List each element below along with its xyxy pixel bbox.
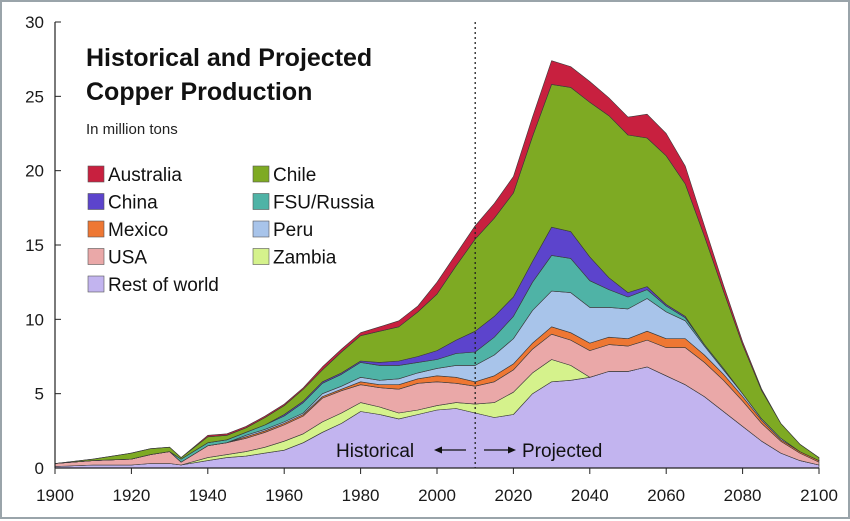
y-tick-label: 0 (35, 459, 44, 478)
chart-subtitle: In million tons (86, 121, 178, 138)
legend-item-zambia: Zambia (252, 248, 337, 269)
legend-swatch (252, 165, 270, 183)
area-australia (54, 60, 820, 464)
legend-item-fsu-russia: FSU/Russia (252, 193, 375, 214)
legend: Australia China Mexico USA Rest of world Chil… (87, 165, 375, 296)
x-tick-label: 2020 (494, 486, 532, 505)
x-tick-label: 1900 (36, 486, 74, 505)
legend-swatch (87, 165, 105, 183)
y-tick-label: 30 (25, 13, 44, 32)
stacked-areas (54, 60, 820, 469)
legend-label: Rest of world (108, 275, 219, 296)
y-tick-label: 20 (25, 162, 44, 181)
y-tick-label: 5 (35, 385, 44, 404)
x-tick-label: 2040 (571, 486, 609, 505)
legend-label: Australia (108, 165, 182, 186)
legend-item-peru: Peru (252, 220, 313, 241)
legend-label: Mexico (108, 220, 168, 241)
axes (54, 21, 820, 474)
projected-label: Projected (522, 441, 602, 462)
x-tick-label: 2000 (418, 486, 456, 505)
legend-item-mexico: Mexico (87, 220, 168, 241)
y-tick-label: 25 (25, 87, 44, 106)
legend-swatch (252, 193, 270, 210)
legend-item-chile: Chile (252, 165, 316, 186)
historical-label: Historical (336, 441, 414, 462)
legend-swatch (252, 248, 270, 265)
x-tick-label: 2100 (800, 486, 838, 505)
legend-swatch (87, 220, 105, 238)
legend-label: Peru (273, 220, 313, 241)
legend-label: USA (108, 248, 147, 269)
x-tick-labels: 1900 1920 1940 1960 1980 2000 2020 2040 2060 2080… (36, 486, 838, 505)
x-tick-label: 1980 (342, 486, 380, 505)
x-tick-label: 2080 (724, 486, 762, 505)
chart-title-line-1: Historical and Projected (86, 44, 372, 72)
legend-item-australia: Australia (87, 165, 182, 186)
y-tick-label: 10 (25, 310, 44, 329)
legend-swatch (87, 248, 105, 265)
legend-label: Zambia (273, 248, 337, 269)
y-tick-labels: 0 5 10 15 20 25 30 (25, 13, 44, 478)
x-tick-label: 1920 (112, 486, 150, 505)
legend-label: China (108, 193, 158, 214)
x-tick-label: 1960 (265, 486, 303, 505)
legend-swatch (87, 193, 105, 210)
legend-label: Chile (273, 165, 316, 186)
legend-item-rest-of-world: Rest of world (87, 275, 219, 296)
legend-swatch (87, 275, 105, 293)
y-tick-label: 15 (25, 236, 44, 255)
legend-item-usa: USA (87, 248, 147, 269)
legend-swatch (252, 220, 270, 238)
left-arrow-icon (434, 446, 466, 454)
legend-label: FSU/Russia (273, 193, 375, 214)
chart-title-line-2: Copper Production (86, 78, 312, 106)
right-arrow-icon (484, 446, 516, 454)
legend-item-china: China (87, 193, 158, 214)
x-tick-label: 2060 (647, 486, 685, 505)
x-tick-label: 1940 (189, 486, 227, 505)
